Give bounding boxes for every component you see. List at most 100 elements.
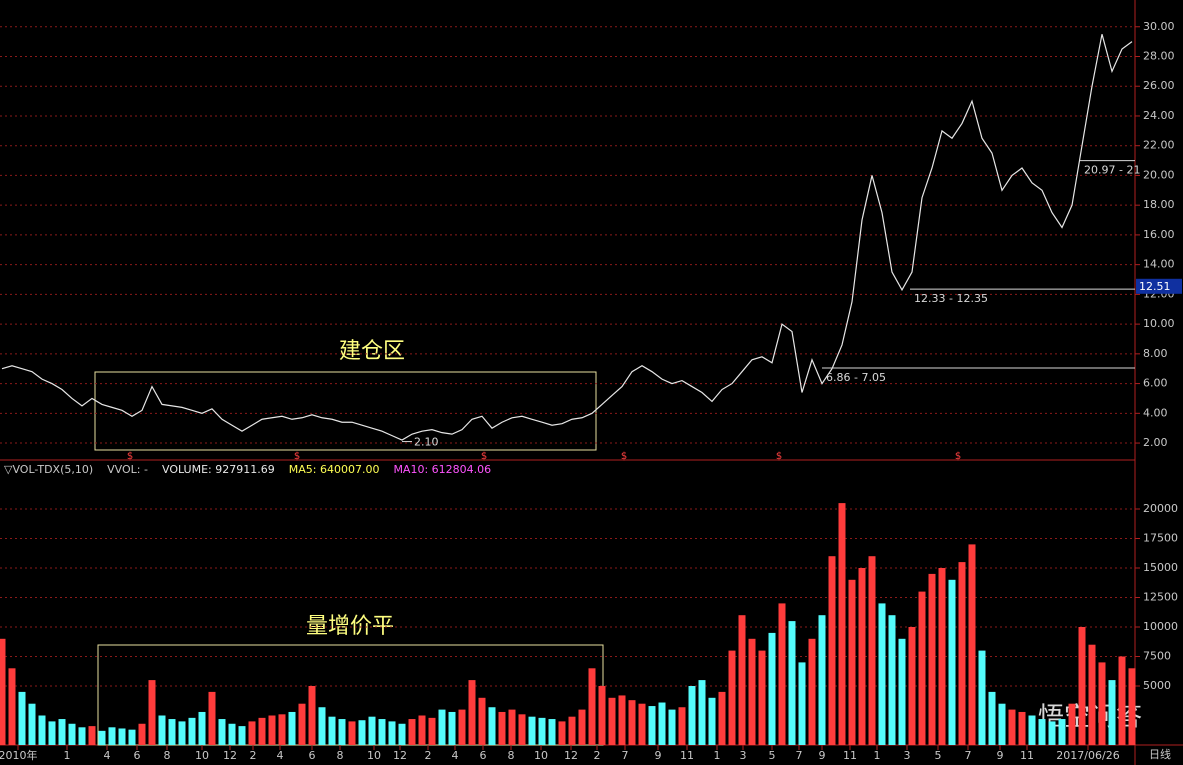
volume-bar [728, 650, 736, 745]
x-tick-label: 12 [564, 749, 578, 762]
volume-bar [248, 721, 256, 745]
x-tick-label: 12 [223, 749, 237, 762]
volume-bar [278, 714, 286, 745]
price-level-label: 12.33 - 12.35 [914, 292, 988, 305]
volume-bar [78, 727, 86, 745]
volume-bar [108, 727, 116, 745]
volume-bar [88, 726, 96, 745]
x-tick-label: 9 [655, 749, 662, 762]
volume-bar [878, 603, 886, 745]
volume-bar [598, 686, 606, 745]
volume-bar [578, 709, 586, 745]
volume-bar [808, 638, 816, 745]
volume-bar [708, 697, 716, 745]
volume-bar [408, 719, 416, 745]
volume-bar [928, 573, 936, 745]
volume-bar [958, 562, 966, 745]
y-tick-label: 7500 [1143, 650, 1171, 663]
x-tick-label: 2 [425, 749, 432, 762]
volume-bar [288, 711, 296, 745]
volume-bar [908, 627, 916, 745]
volume-bar [18, 691, 26, 745]
volume-bar [668, 709, 676, 745]
volume-bar [638, 703, 646, 745]
volume-bar [448, 711, 456, 745]
x-tick-label: 1 [714, 749, 721, 762]
x-tick-label: 11 [1020, 749, 1034, 762]
volume-bar [168, 719, 176, 745]
price-level-label: 20.97 - 21 [1084, 164, 1140, 177]
y-tick-label: 30.00 [1143, 20, 1175, 33]
x-tick-label: 2017/06/26 [1056, 749, 1119, 762]
volume-bar [768, 632, 776, 745]
x-tick-label: 10 [195, 749, 209, 762]
x-tick-label: 5 [769, 749, 776, 762]
volume-bar [548, 719, 556, 745]
volume-bar [148, 680, 156, 745]
volume-bar [318, 707, 326, 745]
x-tick-label: 7 [622, 749, 629, 762]
dividend-marker: $ [776, 451, 782, 462]
volume-bar [238, 726, 246, 745]
y-tick-label: 28.00 [1143, 49, 1175, 62]
volume-bar [348, 721, 356, 745]
volume-bar [868, 556, 876, 745]
y-tick-label: 18.00 [1143, 198, 1175, 211]
y-tick-label: 24.00 [1143, 109, 1175, 122]
x-tick-label: 6 [480, 749, 487, 762]
volume-bar [418, 715, 426, 745]
volume-bar [848, 579, 856, 745]
y-tick-label: 10000 [1143, 620, 1178, 633]
volume-bar [888, 615, 896, 745]
volume-bar [338, 719, 346, 745]
y-tick-label: 26.00 [1143, 79, 1175, 92]
low-label: 2.10 [414, 436, 439, 449]
volume-bar [748, 638, 756, 745]
x-tick-label: 2 [594, 749, 601, 762]
volume-bar [188, 717, 196, 745]
volume-bar [8, 668, 16, 745]
volume-bar [1128, 668, 1136, 745]
y-tick-label: 6.00 [1143, 377, 1168, 390]
volume-bar [798, 662, 806, 745]
indicator-header: VVOL: - [107, 463, 148, 476]
indicator-header: MA10: 612804.06 [393, 463, 491, 476]
volume-bar [608, 697, 616, 745]
volume-bar [388, 721, 396, 745]
x-tick-label: 8 [164, 749, 171, 762]
volume-bar [118, 728, 126, 745]
volume-bar [1018, 711, 1026, 745]
y-tick-label: 14.00 [1143, 258, 1175, 271]
x-tick-label: 1 [64, 749, 71, 762]
volume-bar [718, 691, 726, 745]
volume-bar [698, 680, 706, 745]
y-tick-label: 5000 [1143, 679, 1171, 692]
volume-bar [158, 715, 166, 745]
x-tick-label: 10 [534, 749, 548, 762]
volume-bar [368, 716, 376, 745]
volume-bar [938, 568, 946, 745]
volume-bar [0, 638, 6, 745]
volume-bar [528, 716, 536, 745]
volume-bar [308, 686, 316, 745]
volume-bar [358, 720, 366, 745]
volume-bar [468, 680, 476, 745]
volume-bar [568, 716, 576, 745]
volume-bar [628, 700, 636, 745]
volume-bar [1028, 715, 1036, 745]
x-tick-label: 9 [819, 749, 826, 762]
annotation: 建仓区 [339, 339, 405, 364]
period-label: 日线 [1149, 747, 1171, 761]
x-tick-label: 4 [452, 749, 459, 762]
volume-bar [988, 691, 996, 745]
x-tick-label: 7 [965, 749, 972, 762]
volume-bar [838, 503, 846, 745]
volume-bar [488, 707, 496, 745]
price-line [1, 34, 1133, 441]
volume-bar [428, 717, 436, 745]
volume-bar [498, 711, 506, 745]
volume-bar [558, 721, 566, 745]
volume-bar [268, 715, 276, 745]
